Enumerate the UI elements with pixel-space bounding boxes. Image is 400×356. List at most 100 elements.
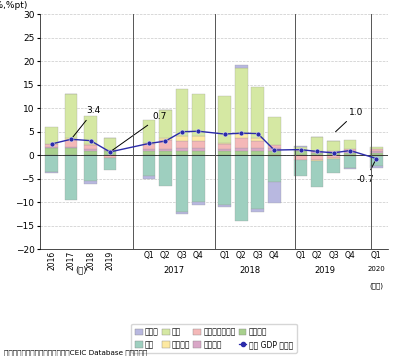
Bar — [370, 149, 383, 151]
Bar — [142, 176, 155, 179]
Bar — [84, 155, 97, 181]
Bar — [252, 155, 264, 209]
Bar — [45, 147, 58, 148]
Bar — [142, 120, 155, 143]
Bar — [192, 141, 205, 148]
Text: (年期): (年期) — [369, 282, 383, 289]
Bar — [370, 156, 383, 166]
Bar — [65, 155, 78, 200]
Bar — [327, 141, 340, 151]
Bar — [45, 144, 58, 145]
Bar — [104, 151, 116, 155]
Bar — [327, 151, 340, 153]
Bar — [252, 87, 264, 138]
Bar — [176, 155, 188, 211]
Bar — [294, 150, 307, 151]
Bar — [311, 151, 323, 153]
Bar — [84, 116, 97, 144]
Bar — [268, 117, 280, 145]
Bar — [235, 155, 248, 221]
Bar — [65, 147, 78, 148]
Bar — [327, 153, 340, 155]
Bar — [294, 155, 307, 160]
Bar — [311, 161, 323, 187]
Bar — [142, 143, 155, 145]
Bar — [235, 151, 248, 155]
Bar — [218, 205, 231, 207]
Bar — [104, 138, 116, 150]
Bar — [344, 151, 356, 153]
Bar — [235, 134, 248, 138]
Bar — [45, 145, 58, 147]
Text: 1.0: 1.0 — [336, 108, 364, 132]
Bar — [218, 143, 231, 145]
Bar — [84, 149, 97, 151]
Bar — [344, 156, 356, 168]
Bar — [294, 151, 307, 155]
Bar — [159, 151, 172, 155]
Text: 3.4: 3.4 — [73, 106, 101, 137]
Bar — [45, 127, 58, 144]
Text: (年): (年) — [75, 266, 86, 274]
Bar — [176, 136, 188, 141]
Bar — [84, 181, 97, 184]
Bar — [311, 153, 323, 155]
Bar — [218, 96, 231, 143]
Bar — [159, 149, 172, 151]
Text: 0.7: 0.7 — [112, 112, 167, 150]
Text: 2017: 2017 — [163, 266, 184, 274]
Bar — [235, 68, 248, 134]
Text: 2018: 2018 — [239, 266, 260, 274]
Bar — [327, 158, 340, 159]
Bar — [218, 151, 231, 155]
Bar — [192, 155, 205, 202]
Text: 2020: 2020 — [368, 266, 385, 272]
Bar — [218, 149, 231, 151]
Bar — [159, 110, 172, 138]
Bar — [104, 150, 116, 151]
Bar — [252, 138, 264, 141]
Bar — [370, 155, 383, 156]
Bar — [45, 148, 58, 155]
Bar — [344, 149, 356, 151]
Bar — [344, 155, 356, 156]
Bar — [311, 137, 323, 151]
Bar — [311, 160, 323, 161]
Bar — [104, 158, 116, 170]
Text: (%,%pt): (%,%pt) — [0, 1, 28, 10]
Bar — [45, 172, 58, 173]
Bar — [65, 148, 78, 155]
Bar — [159, 155, 172, 186]
Bar — [176, 211, 188, 214]
Bar — [176, 151, 188, 155]
Bar — [344, 168, 356, 169]
Bar — [370, 153, 383, 155]
Text: 2019: 2019 — [315, 266, 336, 274]
Bar — [252, 151, 264, 155]
Bar — [159, 140, 172, 149]
Bar — [370, 166, 383, 168]
Bar — [252, 148, 264, 151]
Bar — [84, 151, 97, 155]
Bar — [84, 144, 97, 145]
Bar — [192, 94, 205, 136]
Bar — [235, 66, 248, 68]
Bar — [294, 160, 307, 176]
Bar — [45, 155, 58, 172]
Bar — [65, 138, 78, 140]
Bar — [294, 146, 307, 147]
Bar — [370, 147, 383, 149]
Bar — [268, 148, 280, 151]
Bar — [218, 155, 231, 205]
Bar — [294, 147, 307, 150]
Bar — [370, 151, 383, 153]
Bar — [142, 145, 155, 149]
Bar — [327, 155, 340, 158]
Bar — [176, 89, 188, 136]
Bar — [159, 138, 172, 140]
Bar — [268, 156, 280, 182]
Bar — [235, 138, 248, 148]
Bar — [327, 159, 340, 173]
Bar — [344, 153, 356, 155]
Bar — [235, 148, 248, 151]
